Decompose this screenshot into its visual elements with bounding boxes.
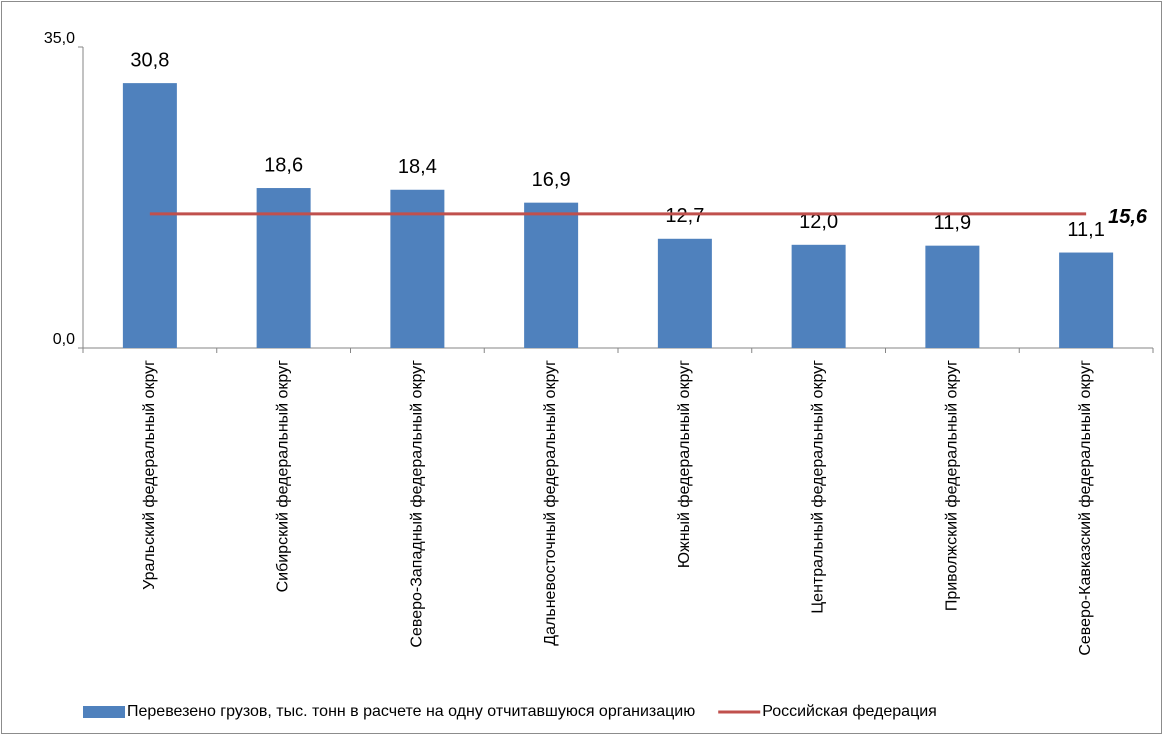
bar [925, 245, 980, 348]
data-label: 11,9 [934, 212, 971, 234]
bar [524, 202, 579, 348]
x-tick-label: Южный федеральный округ [676, 360, 693, 568]
data-label: 16,9 [532, 169, 571, 191]
bar [256, 188, 311, 348]
data-label: 12,0 [799, 211, 838, 233]
bar [390, 189, 445, 348]
legend-label: Российская федерация [762, 703, 937, 720]
bar [657, 238, 712, 348]
x-tick-label: Центральный федеральный округ [810, 360, 827, 614]
x-tick-label: Дальневосточный федеральный округ [542, 360, 559, 646]
data-label: 18,6 [264, 154, 303, 176]
bar [1059, 252, 1114, 348]
y-tick-label: 35,0 [44, 30, 75, 47]
bar [791, 244, 846, 348]
y-tick-label: 0,0 [53, 331, 75, 348]
data-label: 15,6 [1108, 206, 1148, 228]
legend-label: Перевезено грузов, тыс. тонн в расчете н… [127, 703, 695, 720]
bar [122, 83, 177, 349]
x-tick-label: Северо-Кавказский федеральный округ [1077, 360, 1094, 656]
data-label: 30,8 [130, 49, 169, 71]
legend-swatch [83, 706, 125, 718]
data-label: 18,4 [398, 156, 437, 178]
x-tick-label: Приволжский федеральный округ [944, 360, 961, 611]
data-label: 12,7 [665, 205, 704, 227]
x-tick-label: Уральский федеральный округ [141, 360, 158, 590]
x-tick-label: Северо-Западный федеральный округ [409, 360, 426, 648]
x-tick-label: Сибирский федеральный округ [275, 360, 292, 593]
data-label: 11,1 [1067, 219, 1104, 241]
